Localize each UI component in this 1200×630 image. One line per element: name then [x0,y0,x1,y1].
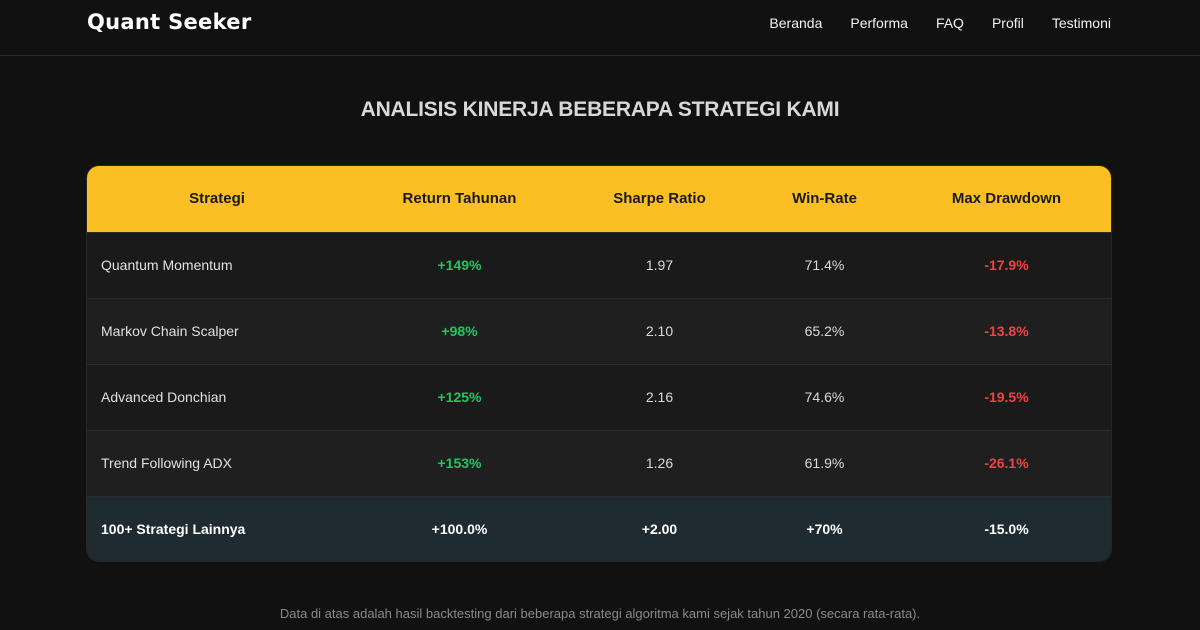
max-drawdown: -13.8% [984,323,1029,339]
strategy-name: Trend Following ADX [101,455,232,471]
annual-return: +98% [441,323,478,339]
main-nav: Beranda Performa FAQ Profil Testimoni [769,15,1111,31]
annual-return: +149% [437,257,482,273]
table-row: Markov Chain Scalper +98% 2.10 65.2% -13… [87,298,1111,364]
section-title: ANALISIS KINERJA BEBERAPA STRATEGI KAMI [360,98,840,121]
summary-annual-return: +100.0% [431,521,488,538]
nav-testimoni[interactable]: Testimoni [1051,15,1111,31]
max-drawdown: -19.5% [984,389,1029,405]
table-header-row: Strategi Return Tahunan Sharpe Ratio Win… [87,166,1111,232]
strategy-name: Markov Chain Scalper [101,323,239,339]
sharpe-ratio: 1.97 [645,257,674,273]
column-header-drawdown: Max Drawdown [951,190,1062,208]
sharpe-ratio: 2.10 [645,323,674,339]
top-navbar: Quant Seeker Beranda Performa FAQ Profil… [0,0,1200,56]
performance-table: Strategi Return Tahunan Sharpe Ratio Win… [87,166,1111,561]
column-header-winrate: Win-Rate [792,190,857,208]
performance-table-card: Strategi Return Tahunan Sharpe Ratio Win… [87,166,1111,561]
strategy-name: Advanced Donchian [101,389,227,405]
summary-strategy-name: 100+ Strategi Lainnya [101,521,246,538]
table-row: Trend Following ADX +153% 1.26 61.9% -26… [87,430,1111,496]
win-rate: 65.2% [804,323,845,339]
table-header: Strategi Return Tahunan Sharpe Ratio Win… [87,166,1111,232]
footnote: Data di atas adalah hasil backtesting da… [279,606,921,621]
nav-profil[interactable]: Profil [991,15,1024,31]
win-rate: 71.4% [804,257,845,273]
strategy-name: Quantum Momentum [101,257,233,273]
column-header-sharpe: Sharpe Ratio [613,190,706,208]
nav-performa[interactable]: Performa [850,15,908,31]
summary-sharpe-ratio: +2.00 [641,521,678,538]
sharpe-ratio: 1.26 [645,455,674,471]
table-body: Quantum Momentum +149% 1.97 71.4% -17.9%… [87,232,1111,561]
annual-return: +125% [437,389,482,405]
brand-logo[interactable]: Quant Seeker [87,10,252,34]
column-header-strategi: Strategi [189,190,245,208]
win-rate: 74.6% [804,389,845,405]
table-row: Advanced Donchian +125% 2.16 74.6% -19.5… [87,364,1111,430]
annual-return: +153% [437,455,482,471]
nav-faq[interactable]: FAQ [935,15,964,31]
column-header-return: Return Tahunan [402,190,517,208]
win-rate: 61.9% [804,455,845,471]
table-row: Quantum Momentum +149% 1.97 71.4% -17.9% [87,232,1111,298]
max-drawdown: -26.1% [984,455,1029,471]
summary-win-rate: +70% [806,521,843,538]
summary-row: 100+ Strategi Lainnya +100.0% +2.00 +70%… [87,496,1111,561]
nav-beranda[interactable]: Beranda [769,15,823,31]
summary-max-drawdown: -15.0% [984,521,1029,538]
sharpe-ratio: 2.16 [645,389,674,405]
max-drawdown: -17.9% [984,257,1029,273]
